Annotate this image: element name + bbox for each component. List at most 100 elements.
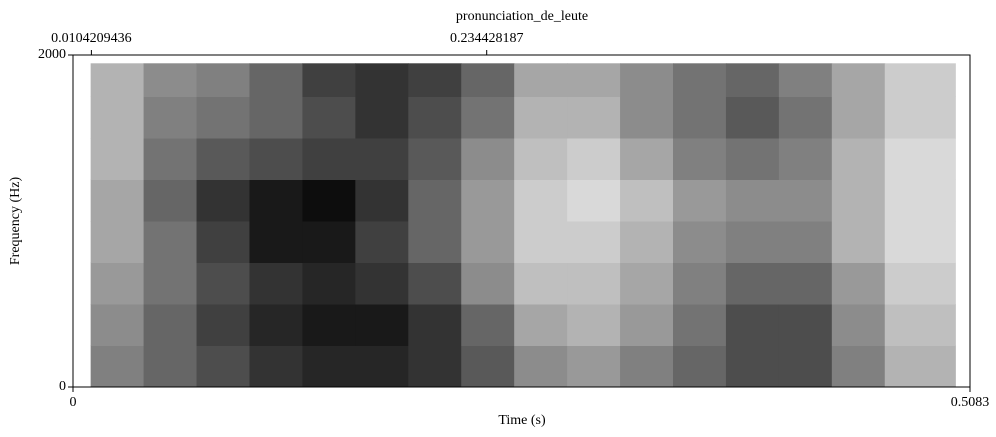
spectrogram-cell: [302, 179, 356, 222]
spectrogram-cell: [196, 63, 250, 97]
spectrogram-cell: [725, 304, 780, 346]
spectrogram-cell: [567, 304, 621, 346]
spectrogram-cell: [725, 96, 780, 139]
spectrogram-cell: [673, 138, 727, 180]
spectrogram-cell: [302, 63, 356, 97]
spectrogram-cell: [514, 96, 568, 139]
spectrogram-cell: [90, 138, 145, 180]
spectrogram-cell: [196, 345, 250, 388]
spectrogram-cell: [778, 221, 833, 263]
spectrogram-cell: [884, 221, 956, 263]
spectrogram-cell: [831, 262, 886, 305]
spectrogram-cell: [408, 345, 462, 388]
spectrogram-cell: [196, 96, 250, 139]
spectrogram-cell: [143, 63, 198, 97]
spectrogram-cell: [249, 179, 303, 222]
spectrogram-cell: [673, 221, 727, 263]
spectrogram-cell: [249, 262, 303, 305]
spectrogram-cell: [514, 63, 568, 97]
spectrogram-cell: [567, 262, 621, 305]
x-tick-label: 0.5083: [951, 395, 990, 410]
spectrogram-cell: [408, 63, 462, 97]
spectrogram-cell: [302, 221, 356, 263]
spectrogram-cell: [90, 63, 145, 97]
spectrogram-cell: [778, 63, 833, 97]
y-tick-label: 0: [59, 379, 66, 394]
spectrogram-cell: [90, 262, 145, 305]
spectrogram-cell: [567, 221, 621, 263]
spectrogram-cell: [831, 304, 886, 346]
spectrogram-cell: [620, 221, 674, 263]
spectrogram-cell: [196, 304, 250, 346]
spectrogram-cell: [514, 345, 568, 388]
spectrogram-cell: [355, 345, 409, 388]
spectrogram-cell: [249, 221, 303, 263]
spectrogram-cell: [143, 221, 198, 263]
spectrogram-cell: [408, 96, 462, 139]
spectrogram-cell: [778, 304, 833, 346]
spectrogram-cell: [620, 262, 674, 305]
y-axis-label: Frequency (Hz): [8, 177, 23, 266]
spectrogram-cell: [143, 96, 198, 139]
spectrogram-cell: [302, 345, 356, 388]
spectrogram-cell: [514, 262, 568, 305]
spectrogram-cell: [725, 221, 780, 263]
spectrogram-cell: [778, 138, 833, 180]
spectrogram-cell: [884, 345, 956, 388]
spectrogram-cell: [249, 304, 303, 346]
spectrogram-cell: [567, 345, 621, 388]
spectrogram-cell: [620, 179, 674, 222]
spectrogram-cell: [567, 138, 621, 180]
spectrogram-cell: [461, 96, 515, 139]
spectrogram-cell: [302, 262, 356, 305]
spectrogram-cell: [620, 96, 674, 139]
spectrogram-cell: [249, 96, 303, 139]
y-tick-label: 2000: [38, 47, 66, 62]
spectrogram-cell: [673, 345, 727, 388]
spectrogram-cell: [408, 221, 462, 263]
spectrogram-cell: [355, 138, 409, 180]
spectrogram-cell: [725, 262, 780, 305]
spectrogram-cell: [673, 262, 727, 305]
spectrogram-cell: [725, 179, 780, 222]
spectrogram-cell: [725, 138, 780, 180]
spectrogram-cell: [514, 138, 568, 180]
spectrogram-cell: [831, 179, 886, 222]
spectrogram-cell: [408, 179, 462, 222]
spectrogram-cell: [302, 304, 356, 346]
spectrogram-cell: [620, 63, 674, 97]
spectrogram-cell: [620, 345, 674, 388]
spectrogram-cell: [90, 345, 145, 388]
spectrogram-cell: [90, 304, 145, 346]
spectrogram-cell: [673, 304, 727, 346]
spectrogram-cell: [302, 138, 356, 180]
spectrogram-cell: [196, 262, 250, 305]
spectrogram-cell: [884, 304, 956, 346]
spectrogram-cell: [831, 63, 886, 97]
spectrogram-cell: [143, 262, 198, 305]
spectrogram-cell: [778, 179, 833, 222]
spectrogram-cell: [196, 138, 250, 180]
spectrogram-cell: [302, 96, 356, 139]
spectrogram-cell: [567, 96, 621, 139]
plot-frame: [72, 54, 971, 388]
spectrogram-cell: [884, 262, 956, 305]
spectrogram-cell: [725, 345, 780, 388]
spectrogram-cell: [725, 63, 780, 97]
spectrogram-cell: [461, 63, 515, 97]
spectrogram-cell: [514, 304, 568, 346]
spectrogram-cell: [778, 262, 833, 305]
spectrogram-cell: [831, 221, 886, 263]
spectrogram-cell: [778, 96, 833, 139]
spectrogram-cell: [143, 304, 198, 346]
spectrogram-cell: [884, 138, 956, 180]
spectrogram-cell: [355, 304, 409, 346]
spectrogram-cell: [514, 179, 568, 222]
spectrogram-cell: [461, 262, 515, 305]
spectrogram-cell: [673, 179, 727, 222]
spectrogram-cell: [567, 63, 621, 97]
x-tick-label: 0: [70, 395, 77, 410]
spectrogram-cell: [461, 138, 515, 180]
top-x-tick-label: 0.0104209436: [51, 31, 132, 46]
